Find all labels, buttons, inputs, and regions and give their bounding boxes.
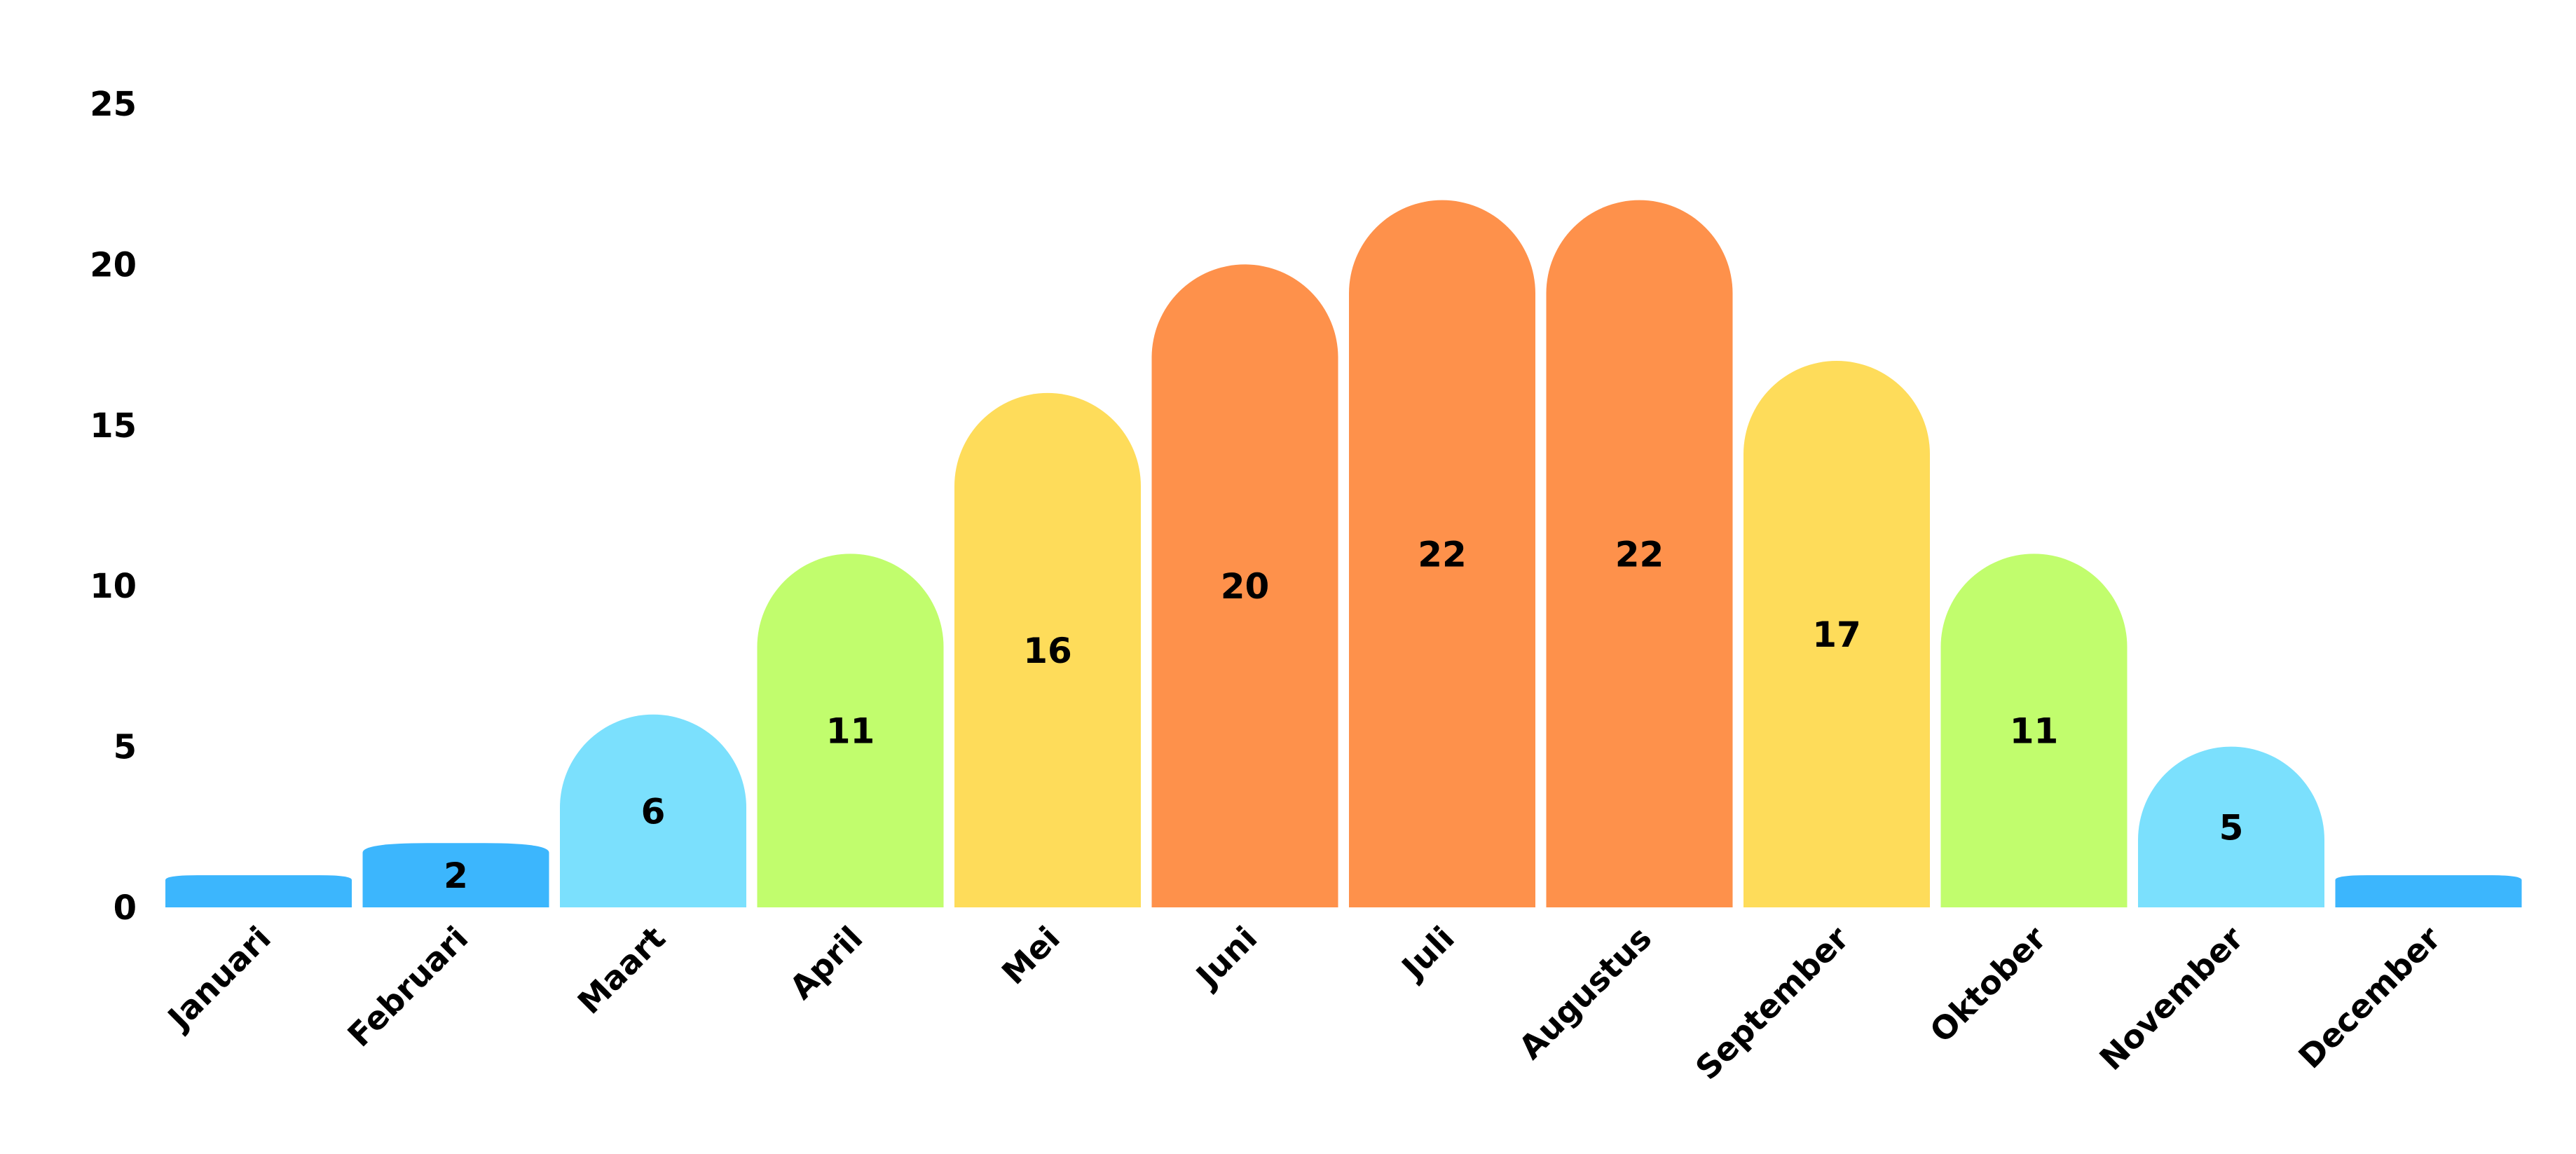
x-tick-label: Juni: [1187, 919, 1264, 996]
data-label: 11: [826, 711, 875, 752]
y-tick-label: 25: [90, 85, 137, 124]
data-label: 2: [444, 856, 468, 896]
bar-oktober: [1940, 554, 2128, 907]
x-tick-label: Maart: [570, 919, 673, 1022]
bar-augustus: [1546, 200, 1733, 907]
x-tick-label: November: [2092, 919, 2251, 1078]
x-axis: Januari Februari Maart April Mei Juni Juli Augu…: [159, 919, 2448, 1087]
x-tick-label: Januari: [159, 919, 278, 1038]
x-tick-label: Juli: [1393, 919, 1462, 988]
x-tick-label: April: [782, 919, 870, 1007]
data-label: 6: [641, 791, 666, 832]
bar-april: [757, 554, 944, 907]
x-tick-label: Oktober: [1923, 919, 2054, 1050]
data-label: 20: [1221, 566, 1270, 607]
bar-juni: [1151, 264, 1338, 907]
bar-juli: [1349, 200, 1535, 907]
bar-september: [1743, 361, 1930, 907]
bar-november: [2138, 746, 2324, 907]
data-label: 16: [1023, 631, 1072, 671]
x-tick-label: Augustus: [1512, 919, 1659, 1066]
x-tick-label: December: [2291, 919, 2448, 1076]
y-tick-label: 20: [90, 245, 137, 284]
data-label: 17: [1812, 614, 1861, 655]
bar-december: [2335, 875, 2522, 907]
bar-mei: [954, 392, 1141, 907]
data-label: 22: [1615, 534, 1664, 575]
bar-februari: [362, 843, 549, 907]
y-tick-label: 10: [90, 567, 137, 606]
x-tick-label: September: [1688, 919, 1856, 1087]
bar-maart: [560, 714, 746, 907]
x-tick-label: Mei: [994, 919, 1067, 992]
y-tick-label: 5: [114, 728, 137, 767]
y-tick-label: 15: [90, 406, 137, 446]
data-label: 5: [2219, 807, 2244, 848]
x-tick-label: Februari: [341, 919, 476, 1055]
y-tick-label: 0: [114, 888, 137, 928]
data-label: 22: [1418, 534, 1467, 575]
data-label: 11: [2010, 711, 2059, 752]
bar-januari: [165, 875, 352, 907]
bars: 2 6 11 16 20 22 22 17 11 5: [165, 200, 2522, 907]
y-axis: 0 5 10 15 20 25: [90, 85, 137, 928]
